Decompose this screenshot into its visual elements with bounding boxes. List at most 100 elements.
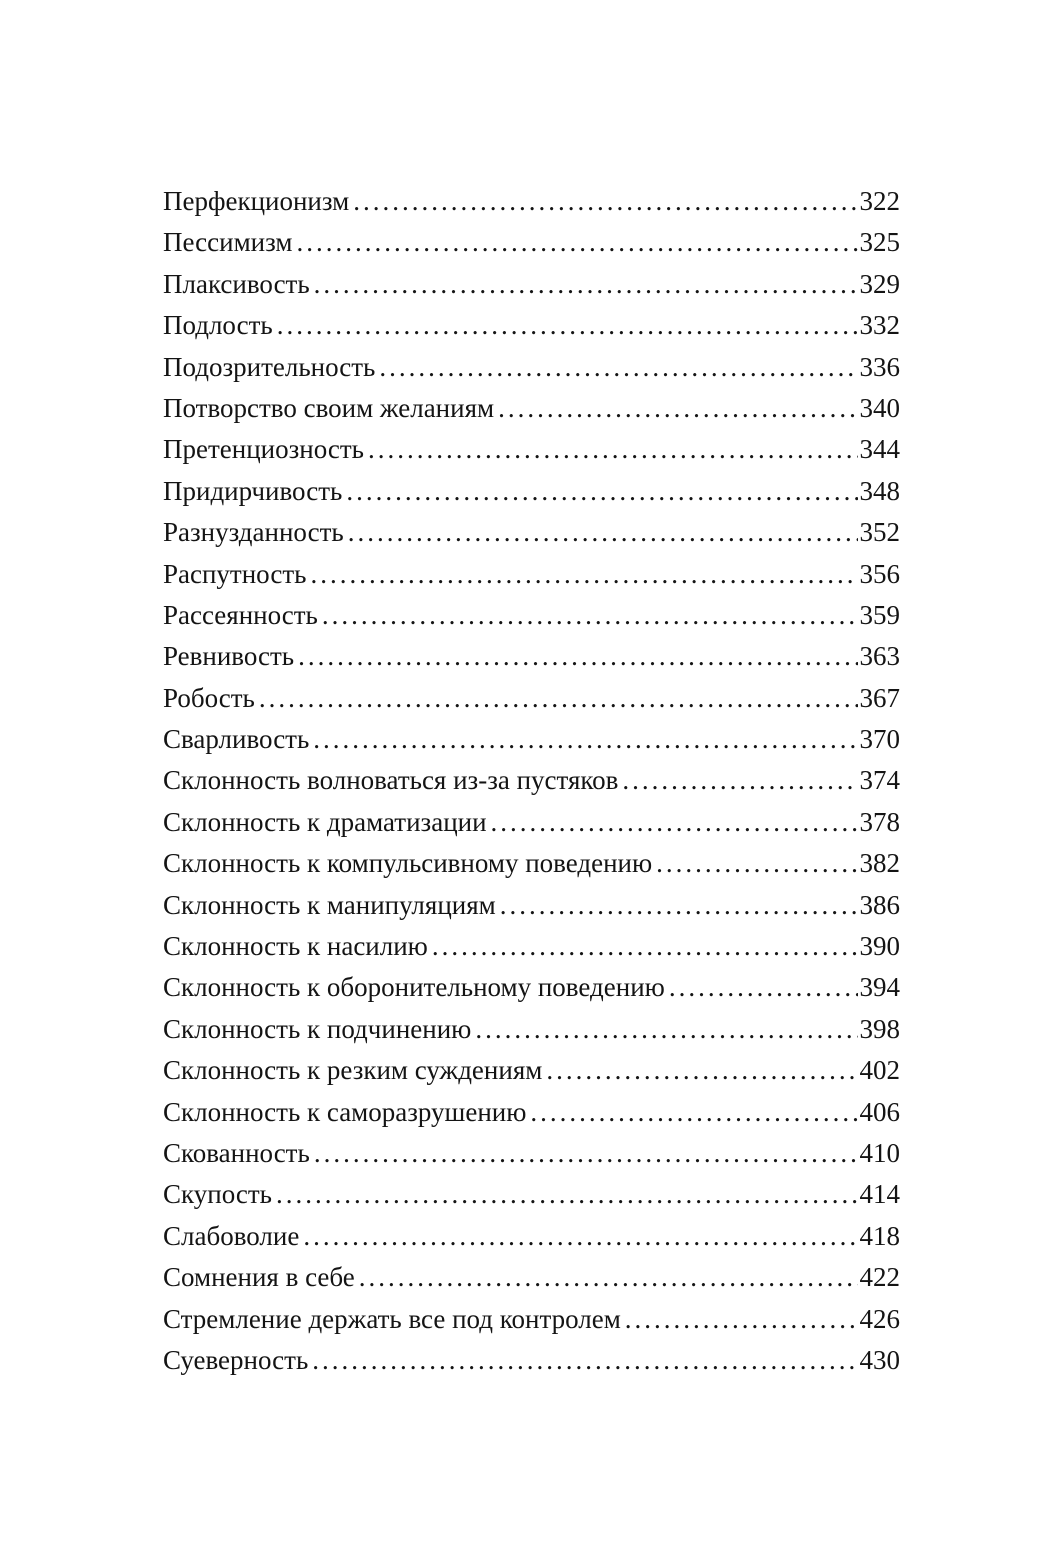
toc-entry-page-number: 367 — [859, 682, 901, 713]
toc-entry-page-number: 340 — [859, 392, 901, 423]
toc-entry: Робость 367 — [163, 678, 900, 719]
toc-entry: Скованность 410 — [163, 1133, 900, 1174]
dot-leader — [277, 305, 858, 346]
toc-entry-page-number: 352 — [859, 517, 901, 548]
toc-entry: Перфекционизм 322 — [163, 181, 900, 222]
dot-leader — [530, 1092, 857, 1133]
toc-entry: Склонность к драматизации 378 — [163, 802, 900, 843]
toc-entry: Склонность к манипуляциям 386 — [163, 885, 900, 926]
toc-entry-page-number: 422 — [859, 1262, 901, 1293]
toc-entry-title: Склонность к подчинению — [163, 1013, 472, 1044]
toc-entry-page-number: 382 — [859, 848, 901, 879]
toc-entry: Склонность к саморазрушению 406 — [163, 1092, 900, 1133]
dot-leader — [353, 181, 857, 222]
dot-leader — [312, 1340, 857, 1381]
toc-entry: Разнузданность 352 — [163, 512, 900, 553]
toc-entry-page-number: 394 — [859, 972, 901, 1003]
toc-entry-title: Ревнивость — [163, 641, 295, 672]
toc-entry-title: Плаксивость — [163, 268, 310, 299]
toc-entry-page-number: 322 — [859, 186, 901, 216]
dot-leader — [276, 1174, 858, 1215]
toc-entry: Ревнивость 363 — [163, 636, 900, 677]
toc-entry-page-number: 430 — [859, 1344, 901, 1375]
table-of-contents: Перфекционизм 322 Пессимизм 325 Плаксиво… — [163, 181, 900, 1381]
toc-entry-title: Склонность к саморазрушению — [163, 1096, 527, 1127]
toc-entry-title: Подозрительность — [163, 351, 376, 382]
dot-leader — [379, 347, 857, 388]
toc-entry-title: Робость — [163, 682, 255, 713]
toc-entry: Подлость 332 — [163, 305, 900, 346]
toc-entry-page-number: 418 — [859, 1220, 901, 1251]
dot-leader — [669, 967, 858, 1008]
toc-entry-page-number: 390 — [859, 931, 901, 962]
toc-entry-page-number: 332 — [859, 310, 901, 341]
toc-entry: Склонность к оборонительному поведению 3… — [163, 967, 900, 1008]
toc-entry-title: Потворство своим желаниям — [163, 392, 495, 423]
toc-entry-title: Пессимизм — [163, 227, 293, 258]
toc-entry-page-number: 410 — [859, 1137, 901, 1168]
toc-entry: Сварливость 370 — [163, 719, 900, 760]
toc-entry-page-number: 378 — [859, 806, 901, 837]
dot-leader — [491, 802, 858, 843]
toc-entry: Склонность к резким суждениям 402 — [163, 1050, 900, 1091]
toc-entry: Склонность к насилию 390 — [163, 926, 900, 967]
toc-entry: Рассеянность 359 — [163, 595, 900, 636]
dot-leader — [322, 595, 858, 636]
toc-entry-page-number: 398 — [859, 1013, 901, 1044]
toc-entry-page-number: 336 — [859, 351, 901, 382]
dot-leader — [348, 512, 858, 553]
toc-entry: Стремление держать все под контролем 426 — [163, 1299, 900, 1340]
toc-entry: Плаксивость 329 — [163, 264, 900, 305]
toc-entry-title: Сомнения в себе — [163, 1262, 355, 1293]
toc-entry-page-number: 363 — [859, 641, 901, 672]
toc-entry-page-number: 402 — [859, 1055, 901, 1086]
dot-leader — [310, 554, 857, 595]
dot-leader — [475, 1009, 857, 1050]
toc-entry: Потворство своим желаниям 340 — [163, 388, 900, 429]
toc-entry-title: Склонность к компульсивному поведению — [163, 848, 653, 879]
toc-entry: Придирчивость 348 — [163, 471, 900, 512]
dot-leader — [622, 760, 857, 801]
toc-entry-title: Скованность — [163, 1137, 310, 1168]
toc-entry-title: Придирчивость — [163, 475, 343, 506]
toc-entry-page-number: 329 — [859, 268, 901, 299]
toc-entry-title: Рассеянность — [163, 599, 318, 630]
toc-entry-page-number: 414 — [859, 1179, 901, 1210]
toc-entry-title: Склонность к манипуляциям — [163, 889, 496, 920]
dot-leader — [359, 1257, 858, 1298]
toc-entry-page-number: 370 — [859, 724, 901, 755]
dot-leader — [656, 843, 857, 884]
dot-leader — [546, 1050, 857, 1091]
toc-entry-title: Разнузданность — [163, 517, 344, 548]
dot-leader — [314, 264, 858, 305]
toc-entry-title: Сварливость — [163, 724, 310, 755]
toc-entry-page-number: 356 — [859, 558, 901, 589]
toc-entry: Подозрительность 336 — [163, 347, 900, 388]
toc-entry-page-number: 359 — [859, 599, 901, 630]
toc-entry-page-number: 344 — [859, 434, 901, 465]
toc-entry: Склонность к подчинению 398 — [163, 1009, 900, 1050]
toc-entry: Пессимизм 325 — [163, 222, 900, 263]
toc-entry: Сомнения в себе 422 — [163, 1257, 900, 1298]
toc-entry-title: Склонность к оборонительному поведению — [163, 972, 665, 1003]
dot-leader — [313, 719, 857, 760]
toc-entry-page-number: 325 — [859, 227, 901, 258]
toc-entry-title: Суеверность — [163, 1344, 309, 1375]
toc-entry: Распутность 356 — [163, 554, 900, 595]
dot-leader — [498, 388, 857, 429]
dot-leader — [296, 222, 857, 263]
toc-entry-title: Стремление держать все под контролем — [163, 1303, 621, 1334]
toc-entry-title: Склонность к резким суждениям — [163, 1055, 543, 1086]
toc-entry-title: Склонность к драматизации — [163, 806, 487, 837]
toc-entry: Склонность волноваться из-за пустяков 37… — [163, 760, 900, 801]
dot-leader — [368, 429, 858, 470]
dot-leader — [500, 885, 858, 926]
toc-entry-title: Склонность волноваться из-за пустяков — [163, 765, 619, 796]
toc-entry: Склонность к компульсивному поведению 38… — [163, 843, 900, 884]
dot-leader — [625, 1299, 858, 1340]
dot-leader — [303, 1216, 857, 1257]
toc-entry-page-number: 374 — [859, 765, 901, 796]
toc-entry-title: Склонность к насилию — [163, 931, 428, 962]
toc-entry: Скупость 414 — [163, 1174, 900, 1215]
